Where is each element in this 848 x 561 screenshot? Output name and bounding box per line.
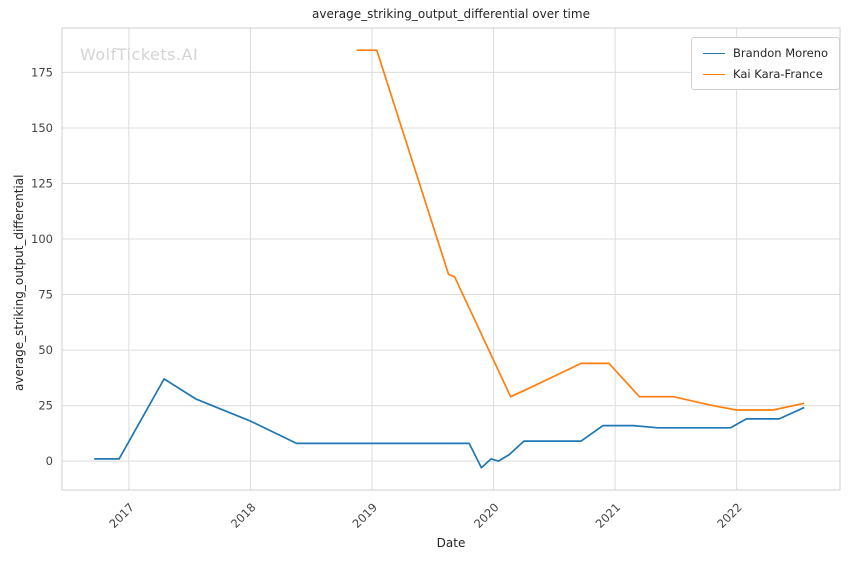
y-tick-label: 50	[38, 343, 53, 357]
x-tick-label: 2019	[350, 500, 381, 531]
y-tick-label: 125	[31, 176, 53, 190]
legend-label-brandon-moreno: Brandon Moreno	[733, 46, 829, 60]
series-line-brandon-moreno	[93, 378, 805, 469]
legend-line-brandon-moreno	[703, 52, 725, 54]
plot-border	[61, 27, 841, 491]
x-tick-label: 2017	[106, 500, 137, 531]
y-tick-label: 25	[38, 399, 53, 413]
y-tick-label: 0	[46, 454, 53, 468]
legend-line-kai-kara-france	[703, 73, 725, 75]
x-axis-label: Date	[436, 536, 466, 550]
legend-item-kai-kara-france: Kai Kara-France	[703, 67, 828, 81]
legend-item-brandon-moreno: Brandon Moreno	[703, 46, 828, 60]
watermark: WolfTickets.AI	[80, 45, 199, 64]
x-tick-label: 2018	[228, 500, 259, 531]
y-tick-label: 175	[31, 65, 53, 79]
y-tick-label: 100	[31, 232, 53, 246]
y-tick-label: 75	[38, 288, 53, 302]
y-tick-label: 150	[31, 121, 53, 135]
legend: Brandon Moreno Kai Kara-France	[691, 37, 841, 90]
series-line-kai-kara-france	[356, 49, 805, 411]
chart-title: average_striking_output_differential ove…	[312, 7, 590, 21]
x-tick-label: 2021	[593, 500, 624, 531]
legend-label-kai-kara-france: Kai Kara-France	[733, 67, 823, 81]
x-tick-label: 2022	[714, 500, 745, 531]
x-tick-label: 2020	[471, 500, 502, 531]
